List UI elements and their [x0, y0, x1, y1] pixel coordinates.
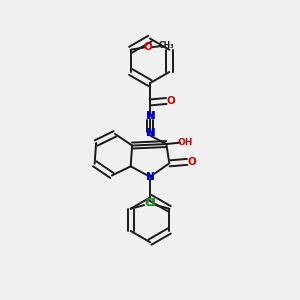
Text: O: O [144, 42, 152, 52]
Text: O: O [167, 96, 176, 106]
Text: N: N [146, 172, 154, 182]
Text: N: N [146, 128, 154, 138]
Text: N: N [146, 172, 154, 182]
Text: CH₃: CH₃ [159, 41, 174, 50]
Text: Cl: Cl [145, 198, 156, 208]
Text: Cl: Cl [144, 198, 155, 208]
Text: O: O [187, 157, 196, 167]
Text: N: N [146, 111, 154, 122]
Text: N: N [147, 128, 156, 138]
Text: OH: OH [177, 138, 193, 147]
Text: N: N [147, 111, 156, 122]
